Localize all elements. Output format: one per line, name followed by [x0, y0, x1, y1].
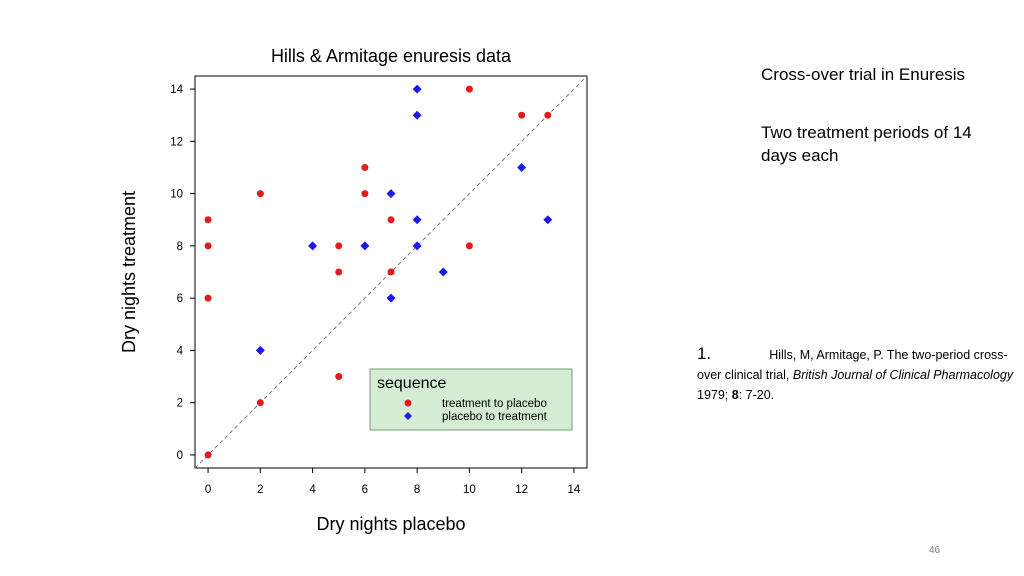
data-point-series1-8 [412, 84, 422, 94]
scatter-chart: Hills & Armitage enuresis data 0 2 4 6 8 10 12… [119, 46, 588, 534]
data-point-series0-7 [335, 268, 343, 276]
reference-volume: 8 [731, 388, 739, 402]
data-point-series0-8 [335, 242, 343, 250]
data-point-series0-2 [204, 242, 212, 250]
data-point-series0-11 [387, 268, 395, 276]
y-tick-label-12: 12 [170, 136, 183, 148]
data-point-series0-10 [361, 163, 369, 171]
data-point-series1-6 [412, 215, 422, 225]
y-tick-label-2: 2 [177, 398, 183, 410]
page-number: 46 [929, 545, 941, 556]
legend-title: sequence [377, 375, 446, 392]
data-point-series0-3 [204, 216, 212, 224]
data-point-series0-1 [204, 294, 212, 302]
x-tick-label-0: 0 [205, 484, 211, 496]
x-tick-label-14: 14 [568, 484, 581, 496]
y-axis-label: Dry nights treatment [119, 191, 139, 353]
y-tick-label-6: 6 [177, 293, 183, 305]
data-point-series0-6 [335, 373, 343, 381]
data-point-series1-7 [412, 110, 422, 120]
data-point-series0-15 [518, 111, 526, 119]
legend-box [369, 368, 573, 431]
x-tick-label-6: 6 [362, 484, 368, 496]
reference-number: 1. [697, 344, 712, 363]
x-tick-label-10: 10 [463, 484, 476, 496]
data-point-series1-9 [438, 267, 448, 277]
plot-frame [194, 75, 588, 469]
data-point-series1-5 [412, 241, 422, 251]
y-tick-label-14: 14 [170, 84, 183, 96]
data-point-series0-13 [465, 242, 473, 250]
x-axis-label: Dry nights placebo [316, 514, 465, 534]
data-point-series1-2 [360, 241, 370, 251]
reference-year: 1979; [697, 388, 729, 402]
data-point-series1-10 [517, 162, 527, 172]
x-tick-label-2: 2 [257, 484, 263, 496]
reference-journal: British Journal of Clinical Pharmacology [792, 368, 1014, 382]
data-point-series0-16 [544, 111, 552, 119]
data-point-series1-3 [386, 293, 396, 303]
reference-authors: Hills, M, Armitage, P. The two-period cr… [697, 348, 1008, 382]
data-point-series0-9 [361, 190, 369, 198]
y-tick-label-4: 4 [177, 345, 184, 357]
data-point-series1-11 [543, 215, 553, 225]
data-point-series0-4 [256, 399, 264, 407]
slide-text-crossover: Cross-over trial in Enuresis [761, 65, 966, 84]
y-tick-label-0: 0 [177, 450, 183, 462]
reference-pages: : 7-20. [738, 388, 775, 402]
x-tick-label-12: 12 [515, 484, 528, 496]
data-point-series1-0 [255, 345, 265, 355]
data-point-series0-12 [387, 216, 395, 224]
y-tick-label-8: 8 [177, 241, 183, 253]
x-tick-label-8: 8 [414, 484, 420, 496]
reference-citation: 1. Hills, M, Armitage, P. The two-period … [697, 344, 1024, 405]
legend-marker-treatment-to-placebo [404, 399, 412, 407]
legend-entry-treatment-to-placebo: treatment to placebo [442, 398, 547, 410]
data-point-series0-0 [204, 451, 212, 459]
x-tick-label-4: 4 [309, 484, 316, 496]
legend-marker-placebo-to-treatment [404, 412, 412, 420]
data-point-series1-4 [386, 189, 396, 199]
legend: sequence treatment to placebo placebo to… [369, 368, 573, 431]
slide-text-treatment-periods: Two treatment periods of 14 days each [761, 123, 972, 165]
data-point-series0-5 [256, 190, 264, 198]
data-point-series0-14 [465, 85, 473, 93]
legend-entry-placebo-to-treatment: placebo to treatment [442, 411, 548, 423]
data-point-series1-1 [308, 241, 318, 251]
y-tick-label-10: 10 [170, 189, 183, 201]
chart-title: Hills & Armitage enuresis data [271, 46, 512, 66]
